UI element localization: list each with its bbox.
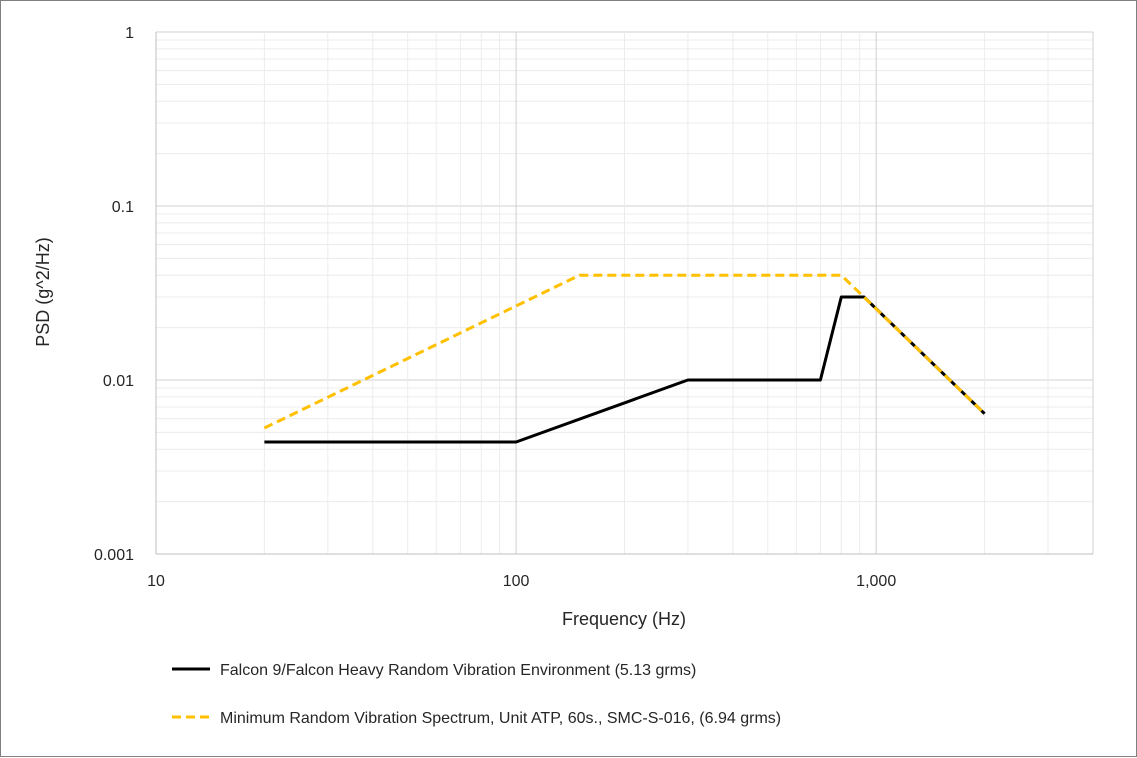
x-tick-label: 10 xyxy=(147,573,165,590)
y-tick-label: 1 xyxy=(125,25,134,42)
y-tick-label: 0.01 xyxy=(103,373,134,390)
legend: Falcon 9/Falcon Heavy Random Vibration E… xyxy=(172,662,781,727)
grid-lines xyxy=(155,31,1094,555)
x-axis-title: Frequency (Hz) xyxy=(562,609,686,629)
series-line-falcon xyxy=(264,295,986,444)
legend-label-falcon: Falcon 9/Falcon Heavy Random Vibration E… xyxy=(220,662,696,679)
legend-label-minimum: Minimum Random Vibration Spectrum, Unit … xyxy=(220,710,781,727)
y-tick-label: 0.1 xyxy=(112,199,134,216)
y-axis-title: PSD (g^2/Hz) xyxy=(33,237,53,346)
series-lines xyxy=(263,273,986,444)
series-line-minimum xyxy=(263,273,986,430)
x-tick-label: 1,000 xyxy=(856,573,896,590)
tick-labels: 10 100 1,000 0.001 0.01 0.1 1 xyxy=(94,25,896,590)
y-tick-label: 0.001 xyxy=(94,547,134,564)
x-tick-label: 100 xyxy=(503,573,530,590)
